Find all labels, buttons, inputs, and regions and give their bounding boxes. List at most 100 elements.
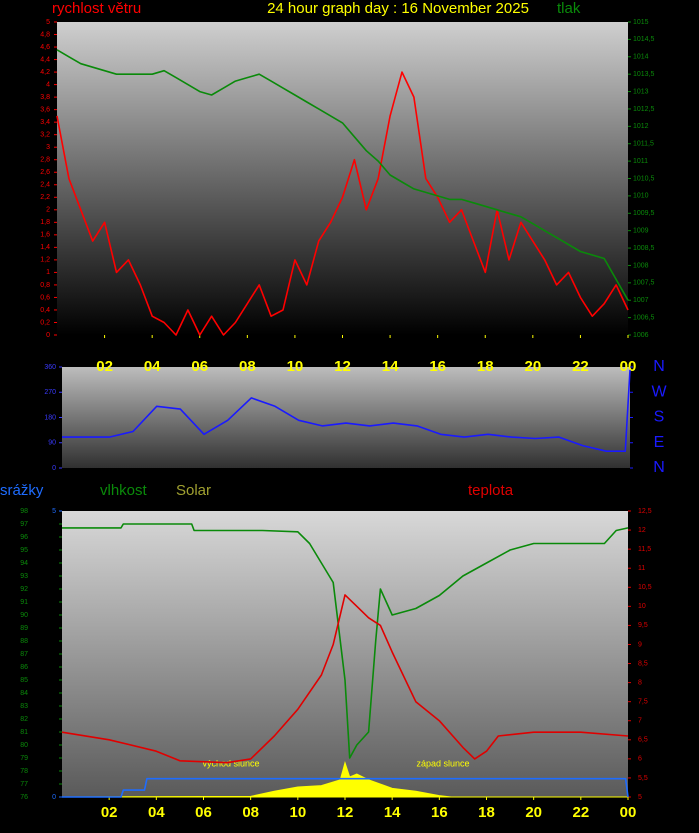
x-tick-label: 02	[96, 358, 113, 375]
y2-tick-label: 1011	[633, 158, 648, 165]
y2-tick-label: 5,5	[638, 775, 648, 782]
y2-tick-label: 7,5	[638, 699, 648, 706]
y2-tick-label: 6	[638, 756, 642, 763]
y2-tick-label: 6,5	[638, 737, 648, 744]
y-tick-label: 95	[20, 547, 28, 554]
y-tick-label: 91	[20, 599, 28, 606]
series-line	[62, 369, 631, 452]
y-tick-label: 0,2	[40, 319, 50, 326]
y-tick-label: 82	[20, 716, 28, 723]
x-tick-label: 00	[620, 804, 637, 821]
y-tick-label: 90	[48, 440, 56, 447]
y2-tick-label: 1008,5	[633, 245, 655, 252]
y2-tick-label: 1009,5	[633, 210, 655, 217]
series-line	[56, 71, 629, 336]
y-tick-label: 4,2	[40, 69, 50, 76]
y2-tick-label: 1007,5	[633, 280, 655, 287]
y-tick-label: 3,4	[40, 119, 50, 126]
y-tick-label: 80	[20, 742, 28, 749]
x-tick-label: 06	[191, 358, 208, 375]
y-tick-label: 270	[44, 389, 56, 396]
series-line	[62, 523, 629, 759]
legend-entry: teplota	[468, 482, 514, 499]
y-tick-label: 76	[20, 794, 28, 801]
y2-tick-label: 1006,5	[633, 314, 655, 321]
y2-tick-label: 11	[638, 565, 645, 572]
y2-tick-label: 1014,5	[633, 36, 655, 43]
y-tick-label: 1,4	[40, 244, 50, 251]
y-tick-label: 93	[20, 573, 28, 580]
y-tick-label: 77	[20, 781, 28, 788]
x-tick-label: 18	[478, 804, 495, 821]
plot-area	[57, 22, 628, 335]
y2-tick-label: 1012,5	[633, 106, 655, 113]
x-tick-label: 22	[572, 804, 589, 821]
x-tick-label: 12	[334, 358, 351, 375]
y2-tick-label: 12,5	[638, 508, 652, 515]
y-tick-label: 2,8	[40, 157, 50, 164]
x-tick-label: 20	[524, 358, 541, 375]
y2-tick-label: 10,5	[638, 584, 652, 591]
y2-tick-label: 12	[638, 527, 646, 534]
y2-tick-label: 1006	[633, 332, 649, 339]
annotation: východ slunce	[202, 758, 259, 768]
series-line	[62, 777, 629, 798]
series-line	[56, 49, 629, 301]
x-tick-label: 06	[195, 804, 212, 821]
y-tick-label: 3,6	[40, 106, 50, 113]
legend-entry: Solar	[176, 482, 211, 499]
y2-tick-label: 8,5	[638, 660, 648, 667]
y-tick-label: 89	[20, 625, 28, 632]
y-tick-label: 98	[20, 508, 28, 515]
y2-tick-label: S	[654, 409, 665, 426]
y-tick-label: 88	[20, 638, 28, 645]
y-tick-label: 85	[20, 677, 28, 684]
y-tick-label: 1,8	[40, 219, 50, 226]
x-tick-label: 14	[384, 804, 401, 821]
y-tick-label: 3,2	[40, 132, 50, 139]
y-tick-label: 4,8	[40, 31, 50, 38]
y2-tick-label: 10	[638, 603, 646, 610]
y2-tick-label: 1013,5	[633, 71, 655, 78]
x-tick-label: 12	[337, 804, 354, 821]
x-tick-label: 14	[382, 358, 399, 375]
x-tick-label: 08	[242, 804, 259, 821]
x-tick-label: 16	[429, 358, 446, 375]
y2-tick-label: N	[653, 358, 665, 375]
y2-tick-label: W	[651, 383, 667, 400]
y-tick-label: 1	[46, 269, 50, 276]
y2-tick-label: 1010	[633, 193, 649, 200]
y-tick-label: 2,6	[40, 169, 50, 176]
y2-tick-label: 9,5	[638, 622, 648, 629]
x-tick-label: 10	[287, 358, 304, 375]
y-tick-label: 4,6	[40, 44, 50, 51]
y-tick-label: 81	[20, 729, 28, 736]
y-tick-label: 0	[46, 332, 50, 339]
x-tick-label: 08	[239, 358, 256, 375]
y2-tick-label: 5	[638, 794, 642, 801]
y-tick-label: 84	[20, 690, 28, 697]
x-tick-label: 10	[289, 804, 306, 821]
y2-tick-label: 1010,5	[633, 175, 655, 182]
y2-tick-label: 1013	[633, 88, 649, 95]
y-tick-label: 3	[46, 144, 50, 151]
y-tick-label: 5	[46, 19, 50, 26]
y-tick-label: 0,8	[40, 282, 50, 289]
y2-tick-label: 1014	[633, 54, 649, 61]
y-tick-label: 86	[20, 664, 28, 671]
y2-tick-label: 8	[638, 679, 642, 686]
series-label: tlak	[557, 0, 581, 17]
y2-tick-label: E	[654, 434, 665, 451]
x-tick-label: 04	[148, 804, 165, 821]
legend-entry: vlhkost	[100, 482, 148, 499]
chart-title: 24 hour graph day : 16 November 2025	[267, 0, 529, 17]
y2-tick-label: 1012	[633, 123, 649, 130]
y2-tick-label: 11,5	[638, 546, 651, 553]
x-tick-label: 22	[572, 358, 589, 375]
y2-tick-label: 7	[638, 718, 642, 725]
legend-entry: srážky	[0, 482, 44, 499]
series-line	[61, 594, 629, 764]
y-tick-label: 4,4	[40, 56, 50, 63]
y-tick-label: 78	[20, 768, 28, 775]
